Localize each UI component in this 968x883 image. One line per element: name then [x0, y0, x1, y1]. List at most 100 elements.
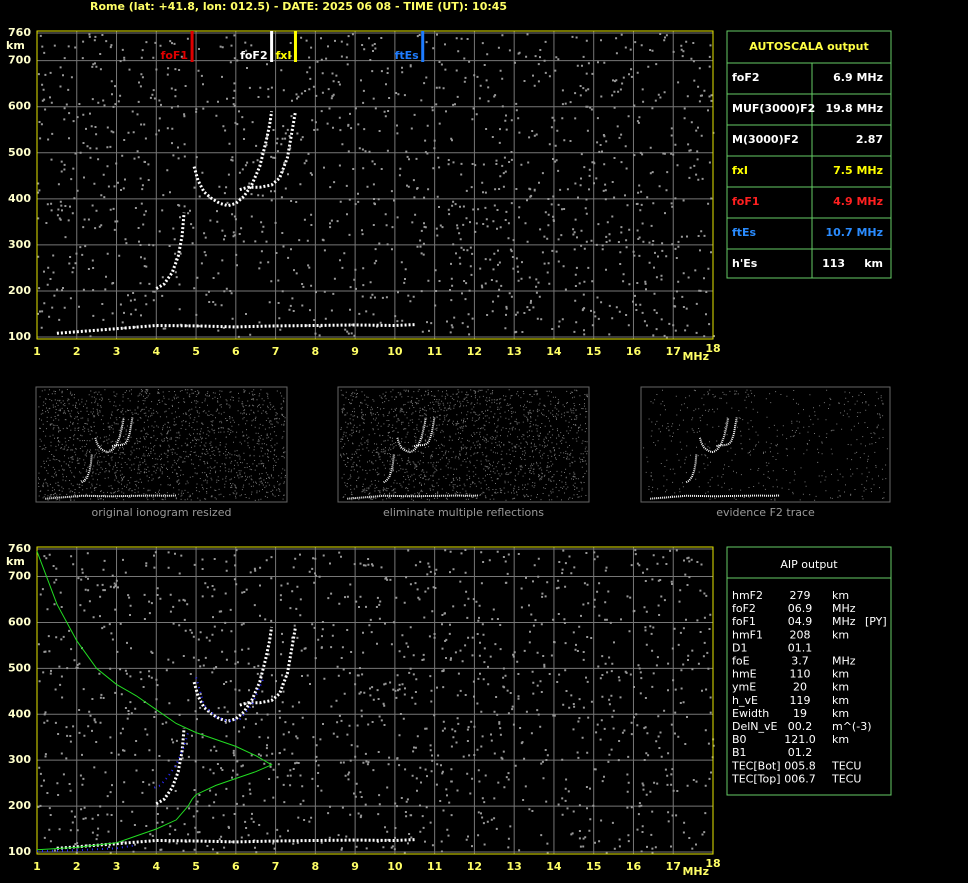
y-tick-label: 200: [8, 284, 31, 297]
marker-label: foF1: [161, 49, 189, 62]
aip-cell: B1: [732, 746, 747, 759]
noise: [340, 389, 588, 501]
plot-border: [36, 30, 714, 340]
aip-cell: foE: [732, 655, 750, 668]
x-tick-label: 11: [427, 345, 442, 358]
aip-cell: m^(-3): [832, 720, 871, 733]
aip-cell: MHz: [832, 655, 856, 668]
x-tick-label: 14: [546, 345, 562, 358]
autoscala-value: 113 km: [822, 257, 883, 270]
trace: [239, 626, 297, 707]
y-tick-label: 100: [8, 330, 31, 343]
aip-cell: MHz: [832, 602, 856, 615]
autoscala-value: 4.9 MHz: [833, 195, 883, 208]
marker-label: foF2: [240, 49, 268, 62]
x-tick-label: 8: [312, 860, 320, 873]
aip-cell: 06.9: [788, 602, 813, 615]
x-tick-label: 4: [152, 345, 160, 358]
y-tick-label: 300: [8, 753, 31, 766]
x-axis-unit: MHz: [682, 350, 709, 363]
x-tick-label: 10: [387, 345, 403, 358]
y-tick-label: 600: [8, 100, 31, 113]
aip-cell: hmF2: [732, 589, 763, 602]
thumbnail-trace: [347, 494, 479, 500]
autoscala-value: 2.87: [856, 133, 883, 146]
y-tick-label: 760: [8, 542, 31, 555]
x-tick-label: 14: [546, 860, 562, 873]
aip-cell: foF1: [732, 615, 756, 628]
y-tick-label: 600: [8, 615, 31, 628]
x-tick-label: 13: [507, 860, 522, 873]
x-tick-label: 18: [705, 857, 720, 870]
aip-cell: 01.1: [788, 641, 813, 654]
autoscala-value: 10.7 MHz: [825, 226, 883, 239]
thumbnail-frame: [640, 386, 891, 503]
x-tick-label: 16: [626, 345, 642, 358]
thumbnail-trace: [94, 417, 125, 454]
aip-cell: h_vE: [732, 694, 758, 707]
x-tick-label: 13: [507, 345, 522, 358]
y-axis-unit: km: [6, 555, 25, 568]
marker-label: ftEs: [395, 49, 420, 62]
y-tick-label: 760: [8, 26, 31, 39]
aip-cell: hmE: [732, 668, 757, 681]
autoscala-title: AUTOSCALA output: [749, 40, 868, 53]
aip-cell: km: [832, 628, 849, 641]
aip-cell: 01.2: [788, 746, 813, 759]
x-tick-label: 5: [192, 860, 200, 873]
trace: [153, 732, 190, 789]
y-tick-label: 500: [8, 661, 31, 674]
aip-cell: 119: [790, 694, 811, 707]
thumbnail-caption: eliminate multiple reflections: [383, 506, 544, 519]
aip-box: [726, 546, 892, 796]
aip-cell: 110: [790, 668, 811, 681]
aip-cell: MHz: [832, 615, 856, 628]
x-tick-label: 7: [272, 345, 280, 358]
y-tick-label: 100: [8, 845, 31, 858]
aip-cell: 20: [793, 681, 807, 694]
autoscala-param: ftEs: [732, 226, 757, 239]
autoscala-value: 7.5 MHz: [833, 164, 883, 177]
y-axis-unit: km: [6, 39, 25, 52]
y-tick-label: 400: [8, 707, 31, 720]
trace: [155, 727, 186, 806]
y-tick-label: 200: [8, 799, 31, 812]
x-tick-label: 1: [33, 860, 41, 873]
autoscala-param: h'Es: [732, 257, 758, 270]
x-tick-label: 10: [387, 860, 403, 873]
thumbnail-trace: [396, 417, 427, 454]
header: Rome (lat: +41.8, lon: 012.5) - DATE: 20…: [90, 0, 507, 13]
aip-cell: km: [832, 589, 849, 602]
aip-cell: foF2: [732, 602, 756, 615]
autoscala-box: [726, 30, 892, 279]
trace: [155, 212, 186, 290]
aip-cell: 208: [790, 628, 811, 641]
y-tick-label: 300: [8, 238, 31, 251]
aip-cell: km: [832, 733, 849, 746]
electron-density-profile: [36, 551, 273, 851]
thumbnail-trace: [383, 454, 395, 484]
x-tick-label: 8: [312, 345, 320, 358]
thumbnail-trace: [650, 494, 780, 500]
thumbnail-trace: [81, 454, 93, 484]
x-tick-label: 15: [586, 860, 601, 873]
x-axis-unit: MHz: [682, 865, 709, 878]
aip-cell: 121.0: [784, 733, 816, 746]
y-tick-label: 700: [8, 570, 31, 583]
aip-cell: km: [832, 681, 849, 694]
aip-cell: ymE: [732, 681, 756, 694]
aip-cell: 19: [793, 707, 807, 720]
autoscala-param: foF2: [732, 71, 760, 84]
x-tick-label: 9: [351, 860, 359, 873]
aip-cell: B0: [732, 733, 747, 746]
aip-cell: 04.9: [788, 615, 813, 628]
x-tick-label: 4: [152, 860, 160, 873]
x-tick-label: 3: [113, 345, 121, 358]
thumbnail-trace: [111, 417, 134, 448]
thumbnail-trace: [716, 417, 738, 448]
autoscala-param: foF1: [732, 195, 760, 208]
thumbnail-trace: [413, 417, 436, 448]
x-tick-label: 6: [232, 860, 240, 873]
plot-border: [36, 546, 714, 855]
